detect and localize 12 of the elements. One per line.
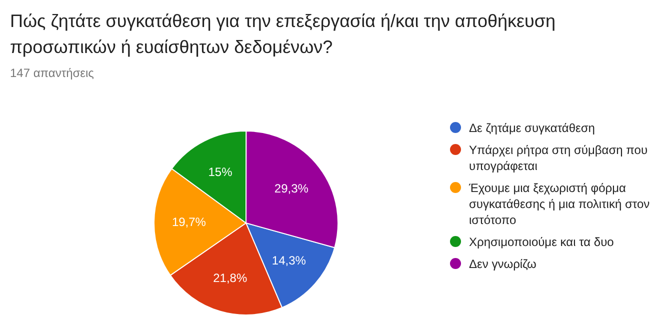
legend-label: Υπάρχει ρήτρα στη σύμβαση που υπογράφεται — [469, 142, 648, 174]
legend-label: Δεν γνωρίζω — [469, 256, 536, 272]
legend-label: Χρησιμοποιούμε και τα δυο — [469, 234, 614, 250]
data-label: 19,7% — [172, 215, 206, 230]
chart-title: Πώς ζητάτε συγκατάθεση για την επεξεργασία ή/και την αποθήκευση προσωπικών ή ευαίσθητων δεδομένων? — [10, 10, 556, 59]
legend-label: Δε ζητάμε συγκατάθεση — [469, 120, 595, 136]
data-label: 15% — [208, 165, 233, 180]
data-label: 14,3% — [272, 254, 306, 268]
legend-label: Έχουμε μια ξεχωριστή φόρμα συγκατάθεσης ή μια πολιτική στον ιστότοπο — [469, 180, 651, 228]
data-label: 21,8% — [213, 270, 248, 285]
text: 147 απαντήσεις — [10, 66, 94, 80]
data-label: 29,3% — [274, 182, 309, 196]
